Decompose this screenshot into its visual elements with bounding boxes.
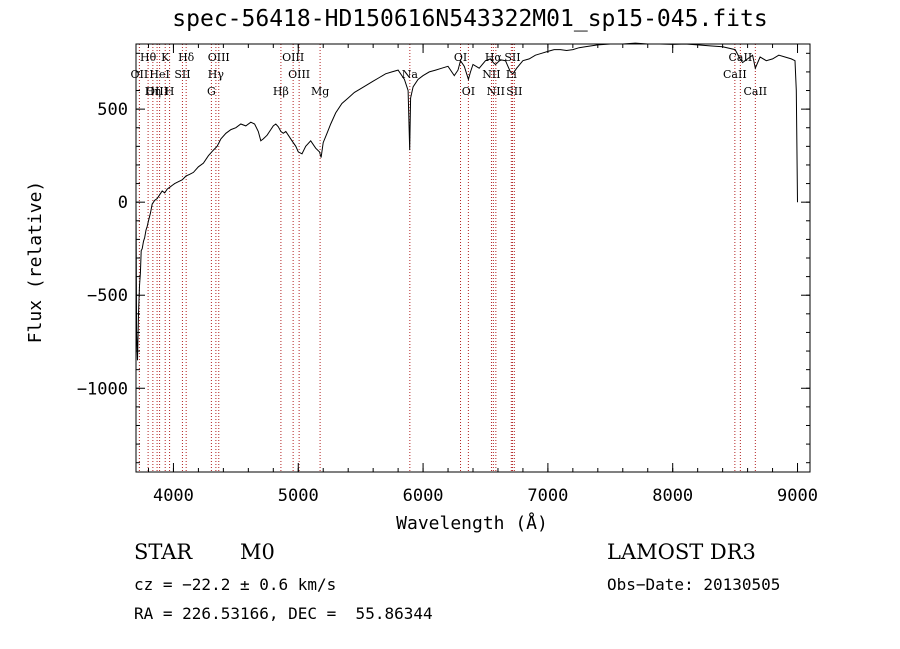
line-marker-label-1: OII xyxy=(131,68,149,81)
x-tick-label-1: 5000 xyxy=(278,486,319,506)
line-marker-label-6: Hδ xyxy=(178,51,195,64)
x-tick-label-4: 8000 xyxy=(652,486,693,506)
object-subclass: M0 xyxy=(240,540,275,564)
y-tick-label-3: 500 xyxy=(97,100,128,120)
line-marker-label-4: HeI xyxy=(149,68,169,81)
line-marker-label-16: Na xyxy=(402,68,419,81)
line-marker-label-9: OIII xyxy=(208,51,230,64)
line-marker-label-18: OI xyxy=(462,85,475,98)
line-marker-label-27: CaII xyxy=(743,85,767,98)
y-axis-ticks: −1000 −500 0 500 xyxy=(77,52,810,464)
x-axis-label: Wavelength (Å) xyxy=(396,512,548,534)
survey-name: LAMOST DR3 xyxy=(607,540,756,564)
y-tick-label-1: −500 xyxy=(87,286,128,306)
line-marker-label-11: G xyxy=(207,85,216,98)
line-marker-label-5: Hη xyxy=(145,85,161,98)
line-marker-label-23: NII xyxy=(487,85,505,98)
y-tick-label-2: 0 xyxy=(118,193,128,213)
line-marker-label-22: Li xyxy=(506,68,517,81)
line-markers xyxy=(138,44,756,472)
y-tick-label-0: −1000 xyxy=(77,379,128,399)
line-marker-label-19: Hα xyxy=(485,51,503,64)
line-marker-label-25: CaII xyxy=(729,51,753,64)
line-marker-label-20: SII xyxy=(504,51,520,64)
observation-date: Obs−Date: 20130505 xyxy=(607,575,781,594)
line-marker-label-21: NII xyxy=(482,68,500,81)
y-axis-label: Flux (relative) xyxy=(25,181,46,344)
line-marker-label-24: SII xyxy=(506,85,522,98)
x-tick-label-5: 9000 xyxy=(777,486,818,506)
object-class: STAR xyxy=(134,540,193,564)
plot-frame xyxy=(135,43,811,473)
line-marker-label-7: SII xyxy=(174,68,190,81)
line-marker-label-3: K xyxy=(161,51,170,64)
x-tick-label-3: 7000 xyxy=(527,486,568,506)
line-marker-label-13: OIII xyxy=(288,68,310,81)
x-axis-ticks: 4000 5000 6000 7000 8000 9000 xyxy=(147,44,818,506)
line-marker-label-14: Hβ xyxy=(273,85,289,98)
line-marker-label-10: Hγ xyxy=(208,68,225,81)
x-tick-label-2: 6000 xyxy=(403,486,444,506)
line-marker-label-12: OIII xyxy=(282,51,304,64)
line-marker-label-0: Hθ xyxy=(140,51,157,64)
coordinates: RA = 226.53166, DEC = 55.86344 xyxy=(134,604,433,623)
line-marker-label-26: CaII xyxy=(723,68,747,81)
line-marker-label-17: OI xyxy=(454,51,467,64)
line-marker-label-2: OIII xyxy=(146,85,168,98)
line-marker-label-8: H xyxy=(165,85,175,98)
line-marker-label-15: Mg xyxy=(311,85,329,98)
x-tick-label-0: 4000 xyxy=(153,486,194,506)
redshift-cz: cz = −22.2 ± 0.6 km/s xyxy=(134,575,337,594)
chart-title: spec-56418-HD150616N543322M01_sp15-045.f… xyxy=(172,6,768,32)
